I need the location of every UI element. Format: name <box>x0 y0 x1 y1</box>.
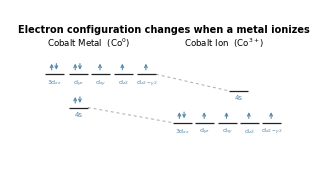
Text: $\mathrm{d}_{z2}$: $\mathrm{d}_{z2}$ <box>118 78 128 87</box>
Text: Electron configuration changes when a metal ionizes: Electron configuration changes when a me… <box>18 25 310 35</box>
Text: Cobalt Ion  (Co$^{3+}$): Cobalt Ion (Co$^{3+}$) <box>184 36 264 50</box>
Text: $\mathrm{3d}_{xz}$: $\mathrm{3d}_{xz}$ <box>175 127 190 136</box>
Text: $\mathrm{d}_{yz}$: $\mathrm{d}_{yz}$ <box>199 127 211 137</box>
Text: $\mathrm{d}_{xy}$: $\mathrm{d}_{xy}$ <box>222 127 233 137</box>
Text: $\mathrm{d}_{x2-y2}$: $\mathrm{d}_{x2-y2}$ <box>136 78 157 89</box>
Text: 4s: 4s <box>234 95 243 101</box>
Text: $\mathrm{d}_{xy}$: $\mathrm{d}_{xy}$ <box>95 78 106 89</box>
Text: $\mathrm{3d}_{xz}$: $\mathrm{3d}_{xz}$ <box>47 78 62 87</box>
Text: Cobalt Metal  (Co$^{0}$): Cobalt Metal (Co$^{0}$) <box>47 36 131 50</box>
Text: $\mathrm{d}_{z2}$: $\mathrm{d}_{z2}$ <box>244 127 255 136</box>
Text: 4s: 4s <box>75 112 83 118</box>
Text: $\mathrm{d}_{yz}$: $\mathrm{d}_{yz}$ <box>73 78 84 89</box>
Text: $\mathrm{d}_{x2-y2}$: $\mathrm{d}_{x2-y2}$ <box>261 127 283 137</box>
